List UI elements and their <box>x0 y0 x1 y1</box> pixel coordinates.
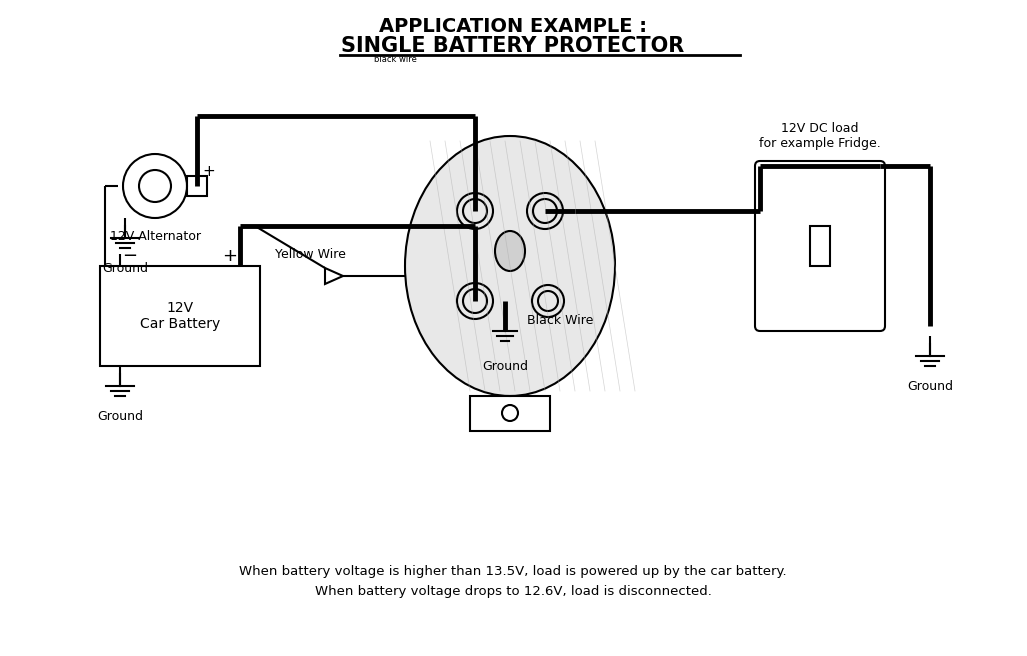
Text: Ground: Ground <box>97 409 143 422</box>
Text: APPLICATION EXAMPLE :: APPLICATION EXAMPLE : <box>379 16 647 35</box>
Text: 12V DC load
for example Fridge.: 12V DC load for example Fridge. <box>759 122 881 150</box>
Ellipse shape <box>405 136 615 396</box>
Text: 12V
Car Battery: 12V Car Battery <box>140 301 220 331</box>
Text: −: − <box>122 247 138 265</box>
Text: Black Wire: Black Wire <box>527 314 594 327</box>
Bar <box>810 226 830 266</box>
Text: When battery voltage drops to 12.6V, load is disconnected.: When battery voltage drops to 12.6V, loa… <box>314 584 712 598</box>
Text: Ground: Ground <box>482 359 528 373</box>
Text: When battery voltage is higher than 13.5V, load is powered up by the car battery: When battery voltage is higher than 13.5… <box>239 565 787 577</box>
Text: Ground: Ground <box>102 262 148 274</box>
Text: black wire: black wire <box>374 56 416 64</box>
Text: Ground: Ground <box>907 380 953 392</box>
Polygon shape <box>325 268 343 284</box>
Text: 12V Alternator: 12V Alternator <box>110 230 200 243</box>
Bar <box>100 266 260 366</box>
Bar <box>187 176 207 196</box>
Text: +: + <box>202 165 216 180</box>
Text: SINGLE BATTERY PROTECTOR: SINGLE BATTERY PROTECTOR <box>341 36 685 56</box>
Text: +: + <box>223 247 237 265</box>
Ellipse shape <box>495 231 525 271</box>
Bar <box>470 396 550 431</box>
Text: Yellow Wire: Yellow Wire <box>274 247 345 260</box>
